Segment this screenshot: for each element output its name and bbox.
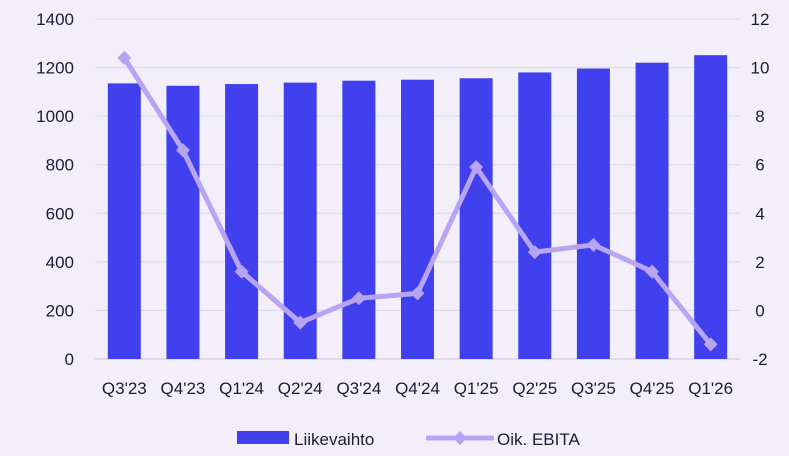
ebita-point-Q324 (351, 291, 366, 306)
bar-Q124 (225, 84, 259, 359)
y-left-tick-label: 400 (46, 253, 74, 272)
y-right-tick-label: 12 (751, 10, 770, 29)
legend-swatch-liikevaihto (237, 431, 289, 444)
y-left-tick-label: 1400 (36, 10, 74, 29)
bar-Q425 (635, 62, 669, 359)
y-left-tick-label: 600 (46, 204, 74, 223)
y-right-tick-label: 10 (751, 59, 770, 78)
x-tick-label: Q1'25 (454, 379, 499, 398)
ebita-point-Q323 (117, 50, 132, 65)
x-tick-label: Q3'25 (571, 379, 616, 398)
ebita-point-Q225 (527, 245, 542, 260)
y-left-tick-label: 1000 (36, 107, 74, 126)
y-left-tick-label: 1200 (36, 59, 74, 78)
bar-Q423 (166, 85, 200, 360)
y-right-tick-label: 2 (755, 253, 764, 272)
bar-Q424 (401, 79, 434, 359)
legend-marker-ebita (453, 431, 467, 445)
y-right-tick-label: 4 (755, 204, 764, 223)
bar-Q125 (459, 78, 493, 359)
bar-Q325 (576, 68, 610, 360)
y-left-tick-label: 0 (65, 350, 74, 369)
ebita-point-Q325 (586, 237, 601, 252)
x-tick-label: Q4'24 (395, 379, 440, 398)
x-tick-label: Q1'26 (688, 379, 733, 398)
ebita-point-Q424 (410, 286, 425, 301)
bar-Q225 (518, 72, 552, 359)
x-tick-label: Q3'24 (336, 379, 381, 398)
x-tick-label: Q1'24 (219, 379, 264, 398)
legend-label-ebita: Oik. EBITA (497, 430, 580, 449)
x-tick-label: Q2'25 (512, 379, 557, 398)
ebita-point-Q124 (234, 264, 249, 279)
ebita-point-Q224 (293, 315, 308, 330)
x-tick-label: Q2'24 (278, 379, 323, 398)
x-tick-label: Q4'25 (630, 379, 675, 398)
bar-Q323 (107, 83, 141, 359)
ebita-point-Q126 (703, 337, 718, 352)
y-left-tick-label: 800 (46, 156, 74, 175)
y-left-tick-label: 200 (46, 301, 74, 320)
ebita-point-Q423 (175, 143, 190, 158)
ebita-point-Q425 (645, 264, 660, 279)
legend-label-liikevaihto: Liikevaihto (294, 430, 374, 449)
x-tick-label: Q4'23 (161, 379, 206, 398)
y-right-tick-label: -2 (752, 350, 767, 369)
y-right-tick-label: 8 (755, 107, 764, 126)
y-right-tick-label: 0 (755, 301, 764, 320)
bar-Q324 (342, 80, 376, 359)
y-right-tick-label: 6 (755, 156, 764, 175)
x-tick-label: Q3'23 (102, 379, 147, 398)
ebita-point-Q125 (469, 160, 484, 175)
bar-Q126 (694, 55, 728, 359)
